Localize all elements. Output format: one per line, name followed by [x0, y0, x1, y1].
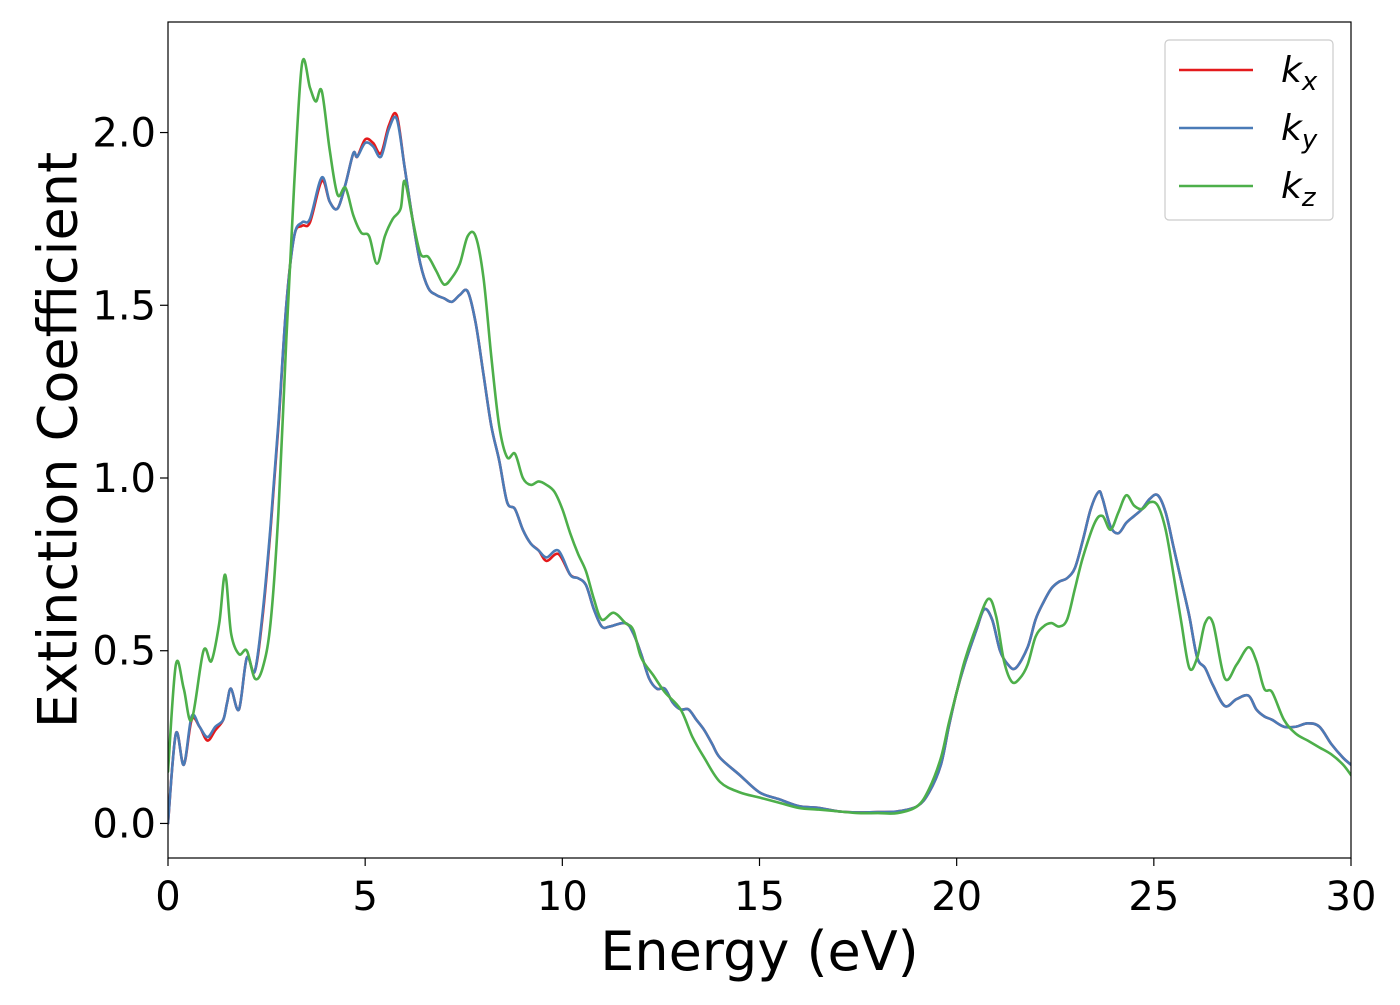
y-axis-ticks: 0.0 0.5 1.0 1.5 2.0	[92, 111, 168, 847]
y-tick-label: 0.0	[92, 801, 156, 847]
y-tick-label: 2.0	[92, 111, 156, 157]
y-tick-label: 0.5	[92, 629, 156, 675]
y-tick-label: 1.0	[92, 456, 156, 502]
x-tick-label: 30	[1326, 874, 1377, 920]
y-axis-label: Extinction Coefficient	[27, 152, 90, 728]
x-tick-label: 10	[537, 874, 588, 920]
series-line-y	[168, 115, 1351, 825]
legend-box	[1164, 39, 1334, 221]
x-tick-label: 0	[155, 874, 180, 920]
series-layer	[168, 58, 1351, 825]
series-line-z	[168, 58, 1351, 815]
x-axis-label: Energy (eV)	[600, 920, 919, 983]
legend-items: kx ky kz	[1179, 50, 1318, 213]
y-tick-label: 1.5	[92, 283, 156, 329]
legend: kx ky kz	[1164, 39, 1334, 221]
x-axis-ticks: 0 5 10 15 20 25 30	[155, 858, 1376, 920]
x-tick-label: 15	[734, 874, 785, 920]
x-tick-label: 25	[1128, 874, 1179, 920]
legend-label-x: kx	[1281, 50, 1318, 97]
x-tick-label: 20	[931, 874, 982, 920]
x-tick-label: 5	[352, 874, 377, 920]
legend-label-y: ky	[1281, 108, 1318, 155]
legend-label-z: kz	[1281, 166, 1317, 213]
